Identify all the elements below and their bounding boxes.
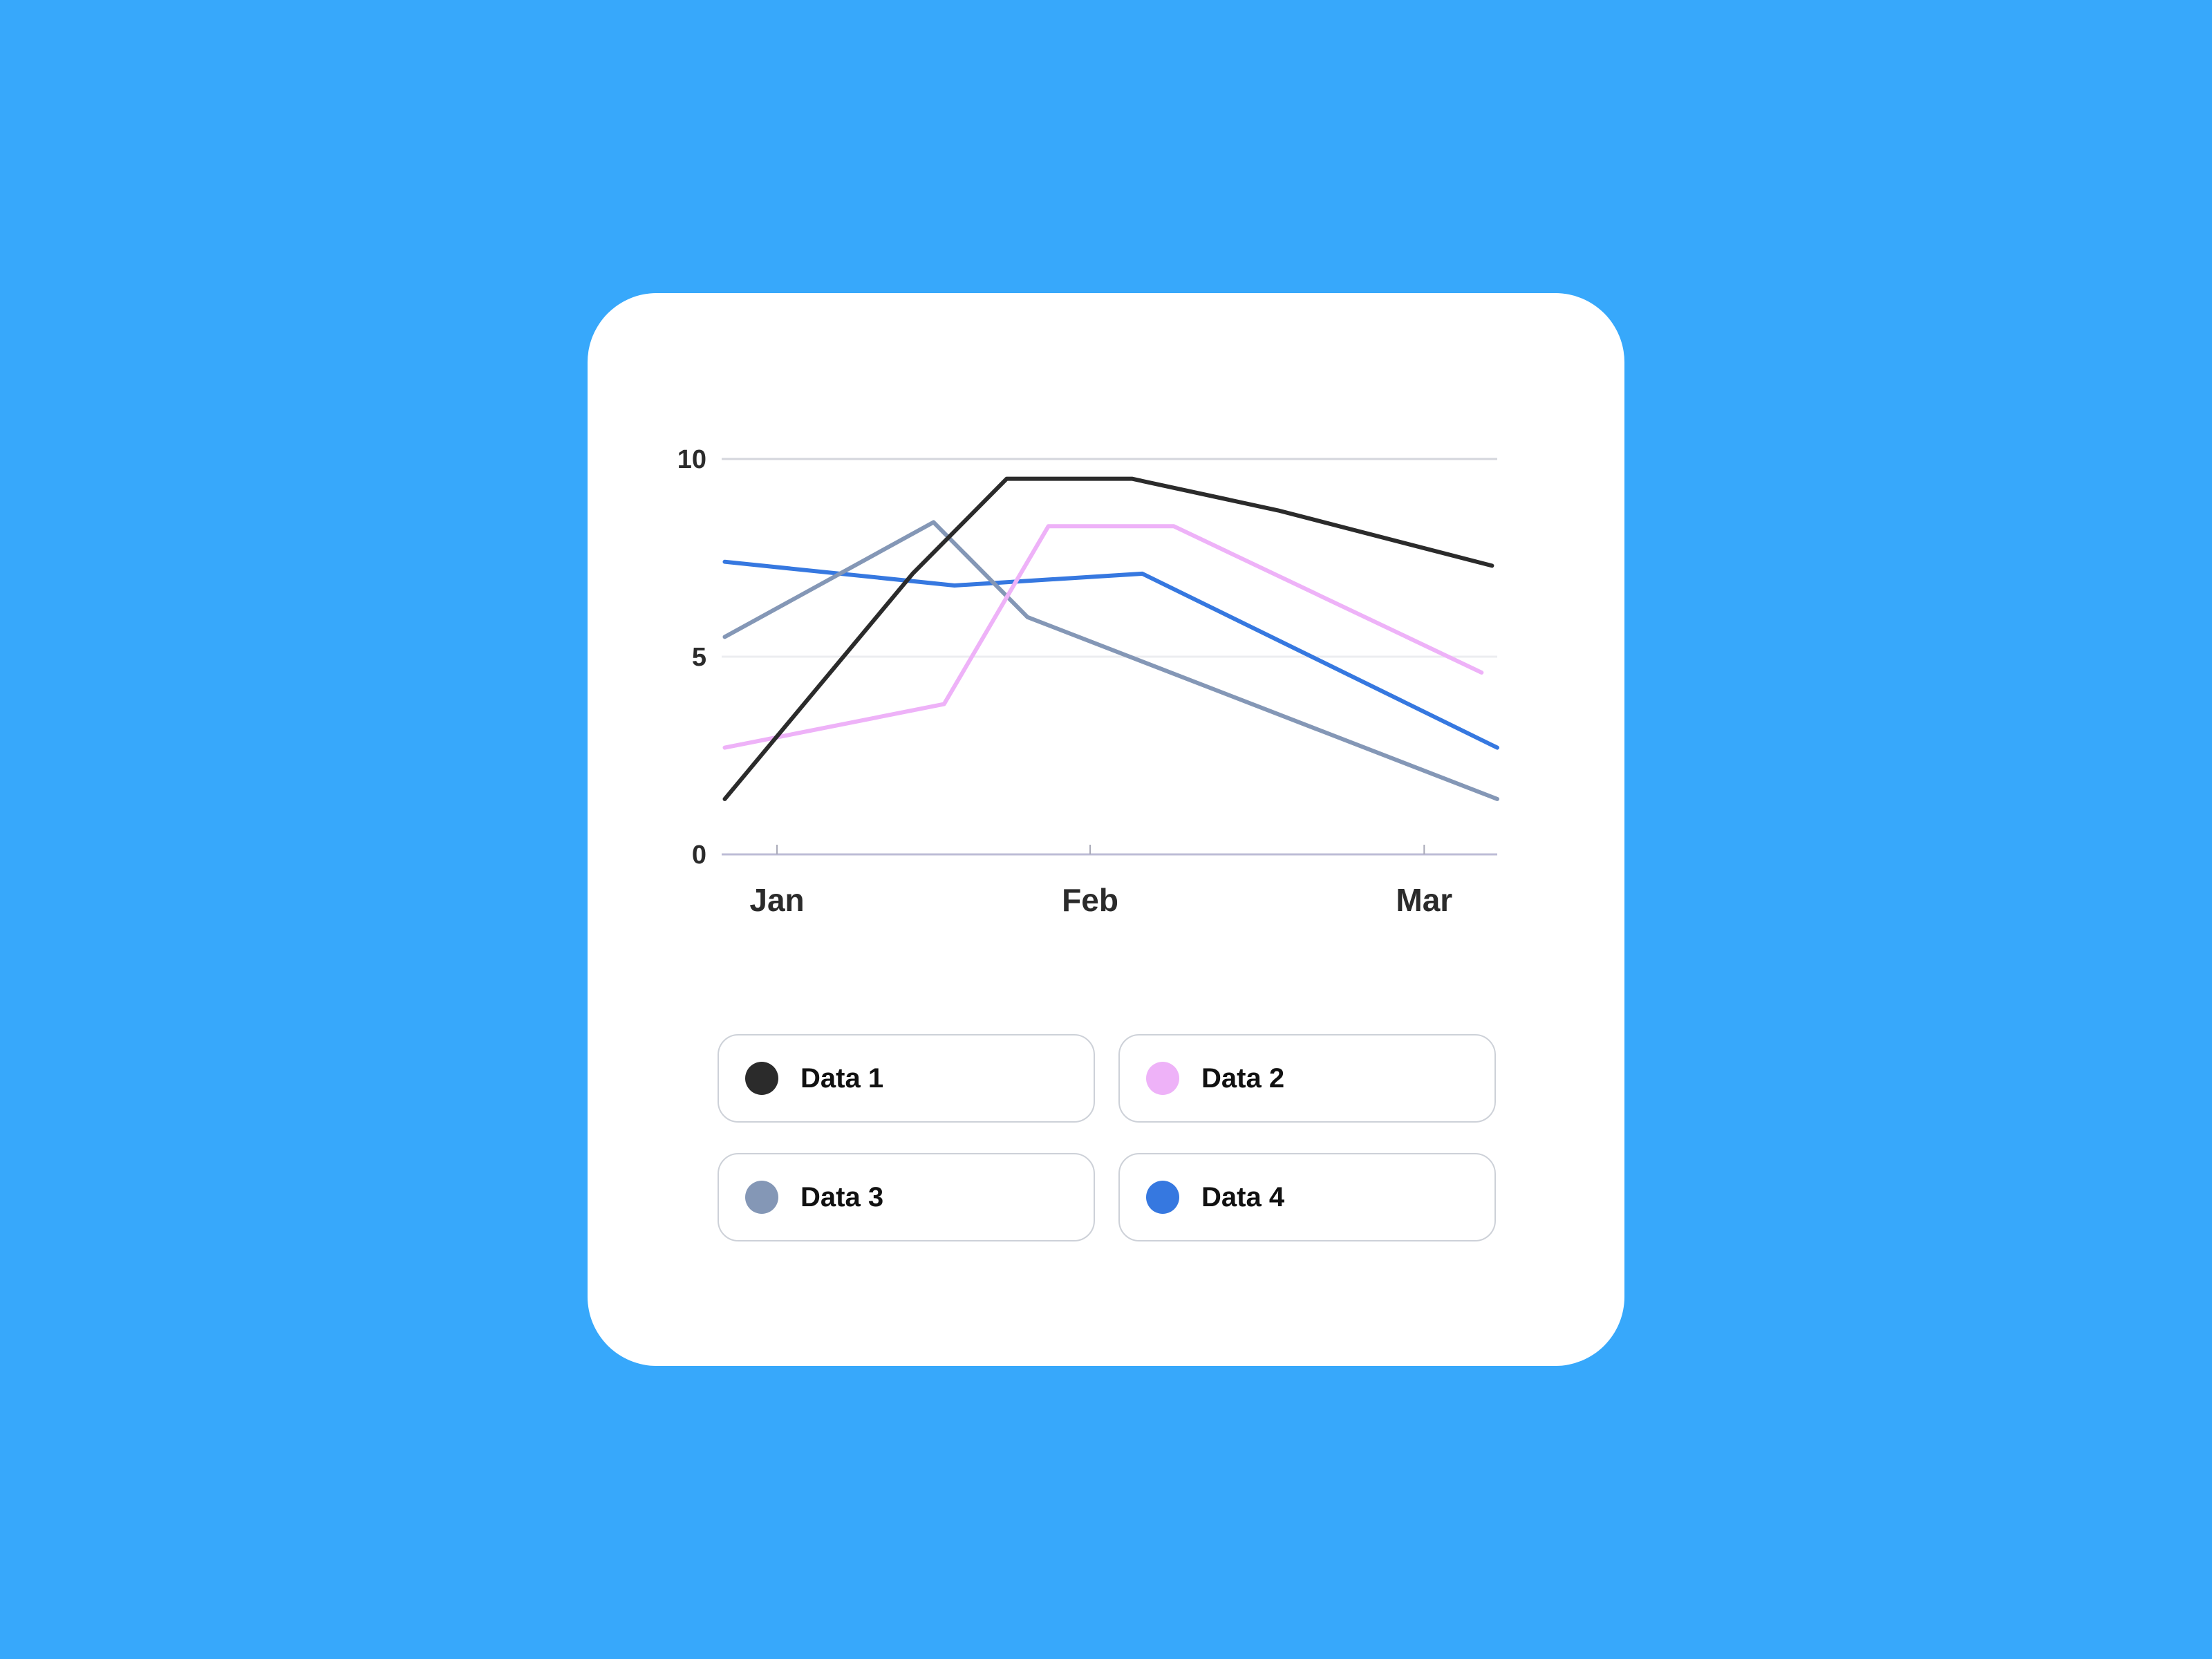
series-line-data-3	[722, 520, 1499, 801]
legend-dot-icon	[1146, 1062, 1179, 1095]
series-lines	[722, 476, 1499, 801]
tick-labels: 0 5 10 Jan Feb Mar	[677, 445, 1453, 918]
y-tick-label: 5	[692, 643, 706, 672]
series-line-data-1	[722, 476, 1494, 801]
legend-item-data-4[interactable]: Data 4	[1118, 1153, 1496, 1241]
legend-item-data-2[interactable]: Data 2	[1118, 1034, 1496, 1123]
y-tick-label: 10	[677, 445, 706, 474]
legend: Data 1 Data 2 Data 3 Data 4	[718, 1034, 1496, 1241]
y-tick-label: 0	[692, 841, 706, 870]
x-tick-label: Jan	[749, 882, 804, 918]
legend-dot-icon	[1146, 1181, 1179, 1214]
line-chart: 0 5 10 Jan Feb Mar	[677, 445, 1499, 918]
x-axis	[722, 845, 1497, 856]
x-tick-label: Feb	[1062, 882, 1118, 918]
gridlines	[722, 458, 1497, 658]
legend-item-data-1[interactable]: Data 1	[718, 1034, 1095, 1123]
series-line-data-2	[722, 524, 1484, 750]
legend-label: Data 4	[1201, 1181, 1285, 1212]
x-tick-label: Mar	[1396, 882, 1452, 918]
legend-label: Data 3	[800, 1181, 884, 1212]
legend-dot-icon	[745, 1062, 778, 1095]
chart-card: 0 5 10 Jan Feb Mar Data 1 Data 2 Data 3 Data …	[588, 293, 1624, 1366]
legend-label: Data 2	[1201, 1062, 1285, 1094]
legend-dot-icon	[745, 1181, 778, 1214]
legend-label: Data 1	[800, 1062, 884, 1094]
legend-item-data-3[interactable]: Data 3	[718, 1153, 1095, 1241]
series-line-data-4	[722, 559, 1499, 750]
